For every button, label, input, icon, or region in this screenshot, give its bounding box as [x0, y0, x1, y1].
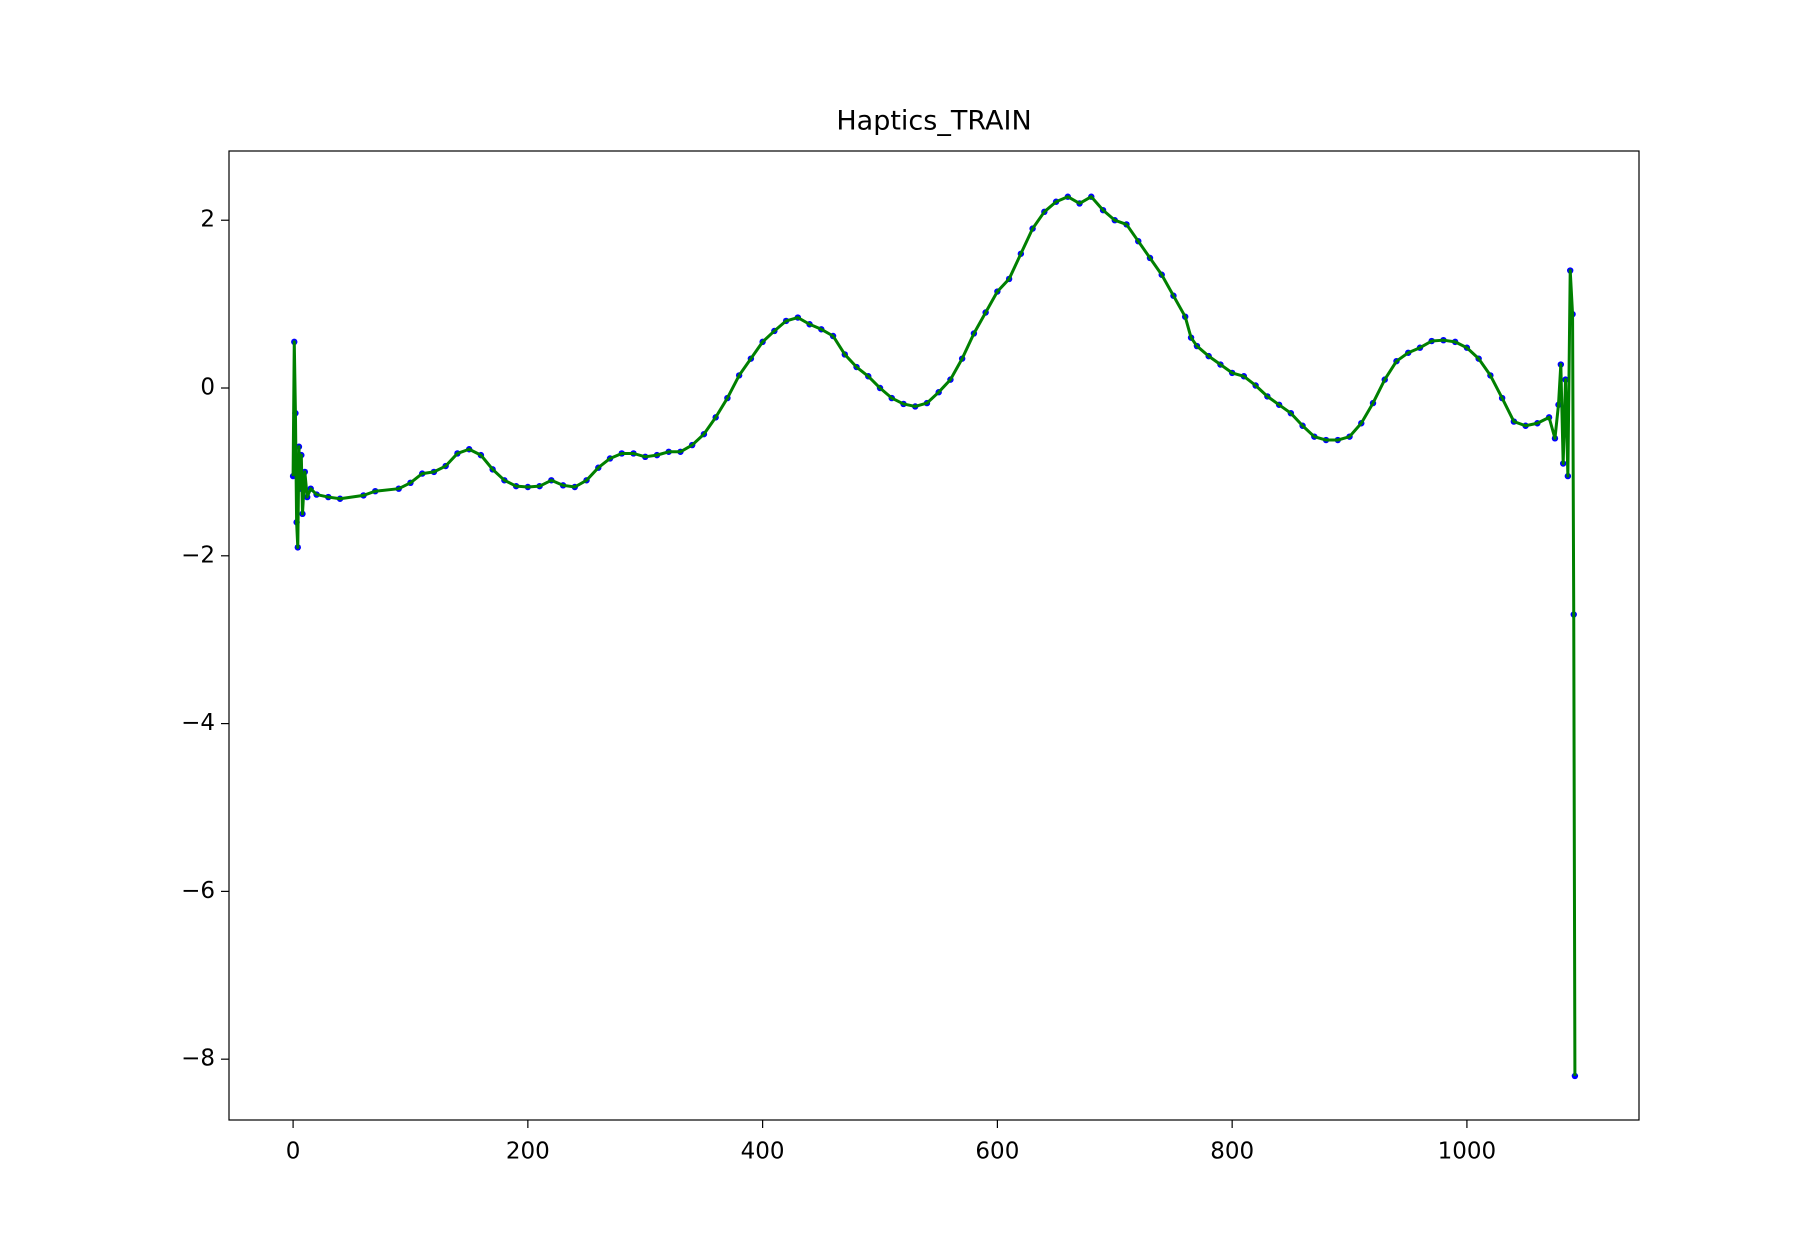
chart-title: Haptics_TRAIN — [836, 106, 1031, 137]
x-tick-label: 1000 — [1438, 1139, 1497, 1165]
marker — [1571, 1072, 1579, 1080]
x-tick-label: 600 — [975, 1139, 1019, 1165]
y-tick-label: 2 — [200, 207, 215, 233]
y-tick-label: −8 — [181, 1046, 215, 1072]
x-tick-label: 800 — [1210, 1139, 1254, 1165]
y-tick-label: −2 — [181, 542, 215, 568]
line — [291, 195, 1577, 1076]
y-tick-label: −6 — [181, 878, 215, 904]
y-tick-label: −4 — [181, 710, 215, 736]
plot-frame — [228, 150, 1640, 1121]
x-tick-label: 0 — [286, 1139, 301, 1165]
y-tick-label: 0 — [200, 375, 215, 401]
x-tick-label: 400 — [741, 1139, 785, 1165]
x-tick-label: 200 — [506, 1139, 550, 1165]
